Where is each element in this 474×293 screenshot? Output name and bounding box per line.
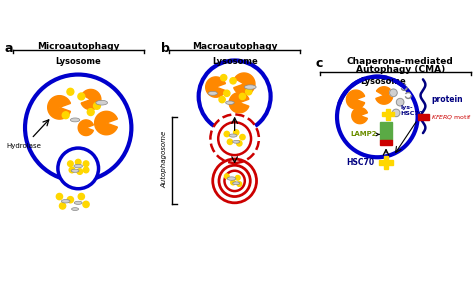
Bar	[380, 122, 392, 140]
Bar	[383, 113, 394, 116]
Bar	[418, 114, 429, 120]
Circle shape	[218, 122, 251, 155]
Circle shape	[246, 88, 252, 95]
Text: Macroautophagy: Macroautophagy	[192, 42, 277, 51]
Circle shape	[240, 134, 245, 140]
Circle shape	[75, 159, 81, 165]
Circle shape	[224, 131, 229, 137]
Circle shape	[396, 98, 404, 106]
Text: Hydrolase: Hydrolase	[6, 143, 41, 149]
Circle shape	[405, 93, 411, 98]
Circle shape	[210, 115, 259, 163]
Text: Lysosome: Lysosome	[212, 57, 257, 66]
Text: $\it{KFERQ}$ motif: $\it{KFERQ}$ motif	[431, 113, 472, 121]
Circle shape	[58, 148, 99, 189]
Circle shape	[237, 182, 242, 186]
Ellipse shape	[233, 182, 240, 185]
Circle shape	[199, 60, 271, 132]
Ellipse shape	[74, 164, 82, 168]
Text: Chaperone-mediated: Chaperone-mediated	[347, 57, 454, 66]
Ellipse shape	[71, 118, 80, 122]
Circle shape	[67, 197, 73, 203]
Polygon shape	[376, 87, 393, 104]
Circle shape	[62, 112, 69, 119]
Text: a: a	[5, 42, 13, 55]
Bar	[379, 161, 393, 165]
Circle shape	[69, 167, 75, 173]
Bar	[386, 109, 390, 120]
Circle shape	[390, 89, 397, 96]
Circle shape	[220, 74, 227, 81]
Circle shape	[77, 169, 82, 174]
Ellipse shape	[227, 177, 236, 180]
Circle shape	[83, 201, 89, 207]
Text: Microautophagy: Microautophagy	[37, 42, 119, 51]
Circle shape	[78, 193, 84, 200]
Text: protein: protein	[431, 95, 463, 104]
Text: b: b	[161, 42, 170, 55]
Text: c: c	[316, 57, 323, 69]
Ellipse shape	[96, 100, 108, 105]
Circle shape	[230, 78, 236, 84]
Circle shape	[239, 93, 246, 100]
Ellipse shape	[245, 85, 256, 89]
Circle shape	[225, 174, 229, 178]
Polygon shape	[78, 120, 93, 136]
Text: Lysosome: Lysosome	[360, 77, 406, 86]
Ellipse shape	[72, 208, 79, 210]
Circle shape	[87, 109, 94, 115]
Circle shape	[337, 77, 418, 157]
Circle shape	[396, 98, 404, 106]
Circle shape	[67, 88, 74, 95]
Circle shape	[83, 161, 89, 166]
Polygon shape	[229, 93, 249, 113]
Circle shape	[56, 193, 63, 200]
Text: LAMP2: LAMP2	[350, 132, 380, 137]
Circle shape	[390, 89, 397, 96]
Circle shape	[401, 84, 407, 90]
Circle shape	[219, 96, 225, 103]
Polygon shape	[81, 89, 101, 110]
Circle shape	[68, 161, 73, 166]
Polygon shape	[48, 96, 71, 119]
Polygon shape	[234, 73, 255, 95]
Circle shape	[224, 90, 230, 96]
Circle shape	[392, 109, 400, 117]
Ellipse shape	[71, 169, 79, 172]
Circle shape	[237, 141, 242, 146]
Polygon shape	[206, 77, 226, 97]
Text: lys-
HSC70: lys- HSC70	[400, 105, 423, 116]
Circle shape	[231, 180, 236, 185]
Ellipse shape	[226, 101, 234, 104]
Circle shape	[93, 102, 100, 109]
Bar	[380, 139, 392, 145]
Circle shape	[83, 167, 89, 173]
Ellipse shape	[233, 140, 240, 143]
Ellipse shape	[74, 201, 82, 205]
Circle shape	[234, 130, 239, 135]
Circle shape	[25, 74, 131, 181]
Circle shape	[392, 109, 400, 117]
Text: HSC70: HSC70	[346, 158, 374, 167]
Text: Autophagy (CMA): Autophagy (CMA)	[356, 64, 445, 74]
Circle shape	[59, 203, 66, 209]
Circle shape	[236, 176, 240, 180]
Ellipse shape	[62, 200, 70, 203]
Text: Autophagosome: Autophagosome	[161, 131, 167, 188]
Polygon shape	[95, 111, 118, 135]
Text: Lysosome: Lysosome	[55, 57, 101, 66]
Polygon shape	[352, 108, 367, 124]
Circle shape	[227, 139, 233, 144]
Bar	[384, 156, 388, 169]
Circle shape	[78, 93, 85, 100]
Polygon shape	[346, 90, 365, 109]
Ellipse shape	[229, 134, 237, 137]
Ellipse shape	[208, 91, 218, 95]
